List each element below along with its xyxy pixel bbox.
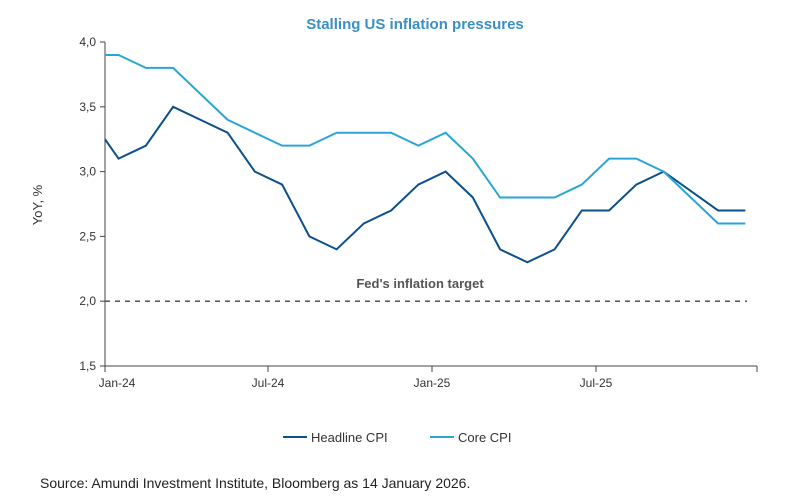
- target-line-label: Fed's inflation target: [356, 276, 484, 291]
- legend-label: Core CPI: [458, 430, 511, 445]
- series-line-headline-cpi: [105, 105, 746, 264]
- y-tick-label: 4,0: [79, 35, 96, 49]
- x-tick-label: Jan-25: [414, 376, 451, 390]
- x-tick-label: Jan-24: [99, 376, 136, 390]
- series-line-core-cpi: [105, 53, 746, 225]
- x-axis: Jan-24 Jul-24 Jan-25 Jul-25: [99, 365, 758, 390]
- legend-label: Headline CPI: [311, 430, 388, 445]
- y-tick-label: 1,5: [79, 359, 96, 373]
- y-axis: 1,5 2,0 2,5 3,0 3,5 4,0: [79, 35, 106, 373]
- source-note: Source: Amundi Investment Institute, Blo…: [40, 475, 471, 491]
- y-tick-label: 2,5: [79, 229, 96, 243]
- chart-title: Stalling US inflation pressures: [306, 16, 524, 33]
- x-tick-label: Jul-24: [252, 376, 285, 390]
- y-axis-label: YoY, %: [30, 184, 45, 225]
- y-tick-label: 3,5: [79, 100, 96, 114]
- y-tick-label: 2,0: [79, 294, 96, 308]
- y-tick-label: 3,0: [79, 165, 96, 179]
- x-tick-label: Jul-25: [580, 376, 613, 390]
- legend: Headline CPI Core CPI: [283, 430, 511, 445]
